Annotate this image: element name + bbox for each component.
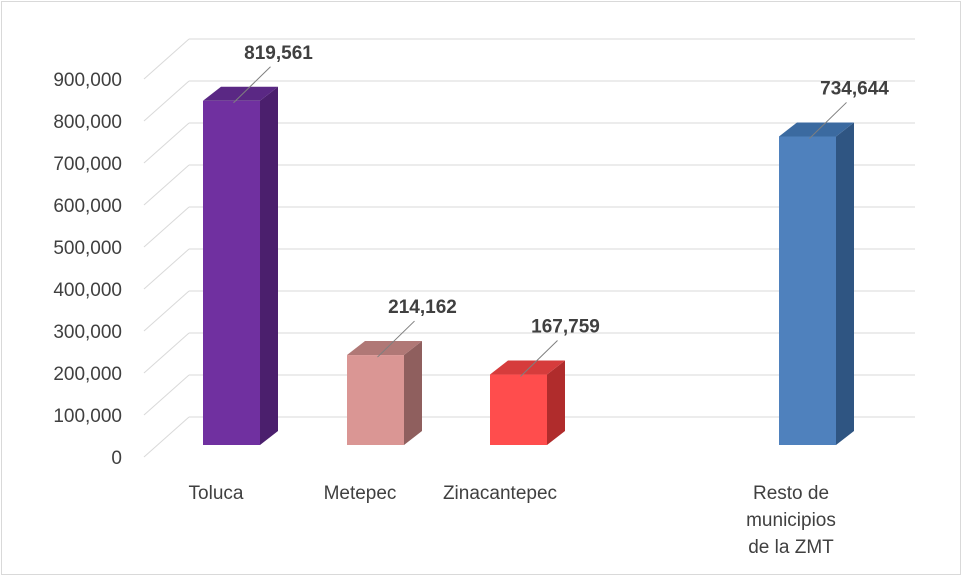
bar-side [260,86,278,446]
y-tick-label: 800,000 [53,112,122,133]
gridline-diagonal [143,206,190,248]
bar-front [779,136,836,445]
gridline-diagonal [143,164,190,206]
data-label-leader [233,66,271,104]
bar-front [347,355,404,445]
y-tick-label: 400,000 [53,280,122,301]
data-label-leader [377,320,415,358]
y-tick-label: 700,000 [53,154,122,175]
x-category-label-line: municipios [746,510,836,531]
gridline-diagonal [143,122,190,164]
gridline-diagonal [143,332,190,374]
x-category-label: Metepec [324,483,397,504]
x-category-label: Zinacantepec [443,483,557,504]
bar-top [347,341,422,356]
x-category-label-line: de la ZMT [748,537,834,558]
data-label: 167,759 [531,317,600,338]
data-label: 214,162 [388,297,457,318]
gridline-diagonal [143,416,190,458]
y-tick-label: 300,000 [53,322,122,343]
y-tick-label: 100,000 [53,406,122,427]
data-label-leader [520,340,558,377]
bar-top [203,86,278,101]
x-category-label: Resto de municipios de la ZMT [746,483,836,558]
bar-front [203,100,260,446]
bar-front [490,374,547,445]
x-category-label-line: Toluca [189,483,244,504]
data-label: 819,561 [244,43,313,64]
x-category-label-line: Zinacantepec [443,483,557,504]
x-category-label-line: Metepec [324,483,397,504]
gridline-diagonal [143,38,190,80]
gridline-diagonal [143,374,190,416]
bar-top [779,122,854,137]
gridline-diagonal [143,80,190,122]
y-tick-label: 900,000 [53,70,122,91]
bar-side [836,122,854,445]
y-tick-label: 200,000 [53,364,122,385]
y-tick-label: 600,000 [53,196,122,217]
x-category-label: Toluca [189,483,244,504]
data-label: 734,644 [820,78,889,99]
gridline-diagonal [143,248,190,290]
bar-side [547,360,565,445]
y-tick-label: 500,000 [53,238,122,259]
bar-side [404,341,422,445]
data-label-leader [809,102,847,139]
bar-top [490,360,565,375]
y-tick-label: 0 [111,448,122,469]
x-category-label-line: Resto de [753,483,829,504]
gridline-diagonal [143,290,190,332]
